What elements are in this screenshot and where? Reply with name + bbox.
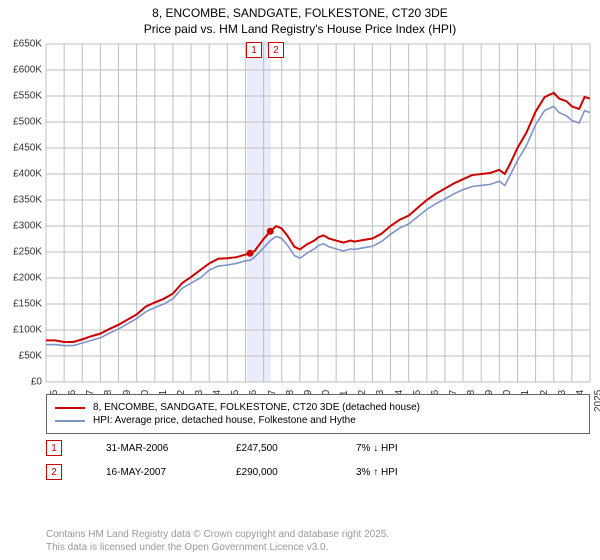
transaction-marker-box: 1 bbox=[46, 440, 62, 456]
transaction-price: £290,000 bbox=[236, 467, 356, 478]
transaction-price: £247,500 bbox=[236, 443, 356, 454]
chart-svg bbox=[46, 44, 590, 382]
legend-item: 8, ENCOMBE, SANDGATE, FOLKESTONE, CT20 3… bbox=[55, 402, 581, 413]
y-tick-label: £250K bbox=[2, 247, 42, 258]
title-line-1: 8, ENCOMBE, SANDGATE, FOLKESTONE, CT20 3… bbox=[0, 6, 600, 22]
y-tick-label: £350K bbox=[2, 195, 42, 206]
chart-container: 8, ENCOMBE, SANDGATE, FOLKESTONE, CT20 3… bbox=[0, 0, 600, 560]
attribution-line-2: This data is licensed under the Open Gov… bbox=[46, 542, 590, 555]
transaction-point bbox=[247, 250, 254, 257]
transaction-date: 31-MAR-2006 bbox=[106, 443, 236, 454]
y-tick-label: £150K bbox=[2, 299, 42, 310]
legend-item: HPI: Average price, detached house, Folk… bbox=[55, 415, 581, 426]
transaction-pct-vs-hpi: 7% ↓ HPI bbox=[356, 443, 456, 454]
chart-plot-area: £0£50K£100K£150K£200K£250K£300K£350K£400… bbox=[46, 44, 590, 382]
y-tick-label: £100K bbox=[2, 325, 42, 336]
transaction-pct-vs-hpi: 3% ↑ HPI bbox=[356, 467, 456, 478]
y-tick-label: £400K bbox=[2, 169, 42, 180]
attribution-line-1: Contains HM Land Registry data © Crown c… bbox=[46, 529, 590, 542]
y-tick-label: £550K bbox=[2, 91, 42, 102]
transaction-date: 16-MAY-2007 bbox=[106, 467, 236, 478]
legend-label: HPI: Average price, detached house, Folk… bbox=[93, 415, 356, 426]
legend-label: 8, ENCOMBE, SANDGATE, FOLKESTONE, CT20 3… bbox=[93, 402, 420, 413]
y-tick-label: £50K bbox=[2, 351, 42, 362]
y-tick-label: £450K bbox=[2, 143, 42, 154]
y-tick-label: £500K bbox=[2, 117, 42, 128]
chart-marker-box: 2 bbox=[268, 42, 284, 58]
legend-swatch bbox=[55, 407, 85, 409]
legend-swatch bbox=[55, 420, 85, 422]
y-tick-label: £600K bbox=[2, 65, 42, 76]
y-tick-label: £200K bbox=[2, 273, 42, 284]
chart-title: 8, ENCOMBE, SANDGATE, FOLKESTONE, CT20 3… bbox=[0, 0, 600, 37]
transaction-marker-box: 2 bbox=[46, 464, 62, 480]
transaction-point bbox=[267, 228, 274, 235]
chart-marker-box: 1 bbox=[246, 42, 262, 58]
legend: 8, ENCOMBE, SANDGATE, FOLKESTONE, CT20 3… bbox=[46, 394, 590, 434]
y-tick-label: £0 bbox=[2, 377, 42, 388]
title-line-2: Price paid vs. HM Land Registry's House … bbox=[0, 22, 600, 38]
transaction-list: 1 31-MAR-2006£247,5007% ↓ HPI 2 16-MAY-2007… bbox=[46, 440, 590, 488]
attribution-text: Contains HM Land Registry data © Crown c… bbox=[46, 529, 590, 554]
transaction-row: 1 31-MAR-2006£247,5007% ↓ HPI bbox=[46, 440, 590, 456]
y-tick-label: £650K bbox=[2, 39, 42, 50]
chart-marker-boxes: 12 bbox=[246, 42, 284, 58]
y-tick-label: £300K bbox=[2, 221, 42, 232]
transaction-row: 2 16-MAY-2007£290,0003% ↑ HPI bbox=[46, 464, 590, 480]
